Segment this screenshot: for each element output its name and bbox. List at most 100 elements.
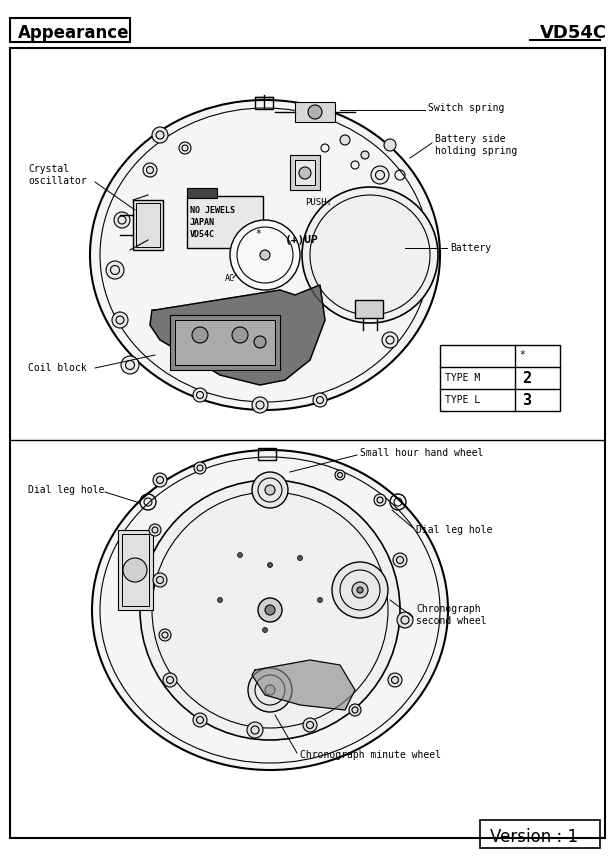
Circle shape xyxy=(193,713,207,727)
Circle shape xyxy=(252,397,268,413)
Circle shape xyxy=(258,598,282,622)
Circle shape xyxy=(230,220,300,290)
Text: 3: 3 xyxy=(522,393,531,407)
Bar xyxy=(295,160,315,185)
Text: AC: AC xyxy=(225,274,235,282)
Text: Crystal
oscillator: Crystal oscillator xyxy=(28,164,87,186)
Circle shape xyxy=(268,562,272,568)
Text: Appearance: Appearance xyxy=(18,24,130,42)
Bar xyxy=(255,97,273,109)
Circle shape xyxy=(302,187,438,323)
Bar xyxy=(118,530,153,610)
Circle shape xyxy=(299,167,311,179)
Circle shape xyxy=(393,553,407,567)
Circle shape xyxy=(153,573,167,587)
Circle shape xyxy=(112,312,128,328)
Circle shape xyxy=(260,250,270,260)
Bar xyxy=(136,203,160,247)
Circle shape xyxy=(397,612,413,628)
Bar xyxy=(10,18,130,42)
Text: Chronograph
second wheel: Chronograph second wheel xyxy=(416,604,486,626)
Circle shape xyxy=(384,139,396,151)
Bar xyxy=(133,200,163,250)
Circle shape xyxy=(254,336,266,348)
Text: TYPE M: TYPE M xyxy=(445,373,480,383)
Text: Dial leg hole: Dial leg hole xyxy=(416,525,493,535)
Text: NO JEWELS: NO JEWELS xyxy=(190,205,235,215)
Polygon shape xyxy=(150,285,325,385)
Text: *: * xyxy=(519,350,525,360)
Circle shape xyxy=(265,605,275,615)
Circle shape xyxy=(340,135,350,145)
Bar xyxy=(480,820,600,848)
Text: *: * xyxy=(255,229,261,239)
Text: VD54C: VD54C xyxy=(190,229,215,239)
Bar xyxy=(258,448,276,460)
Text: Battery side
holding spring: Battery side holding spring xyxy=(435,134,517,156)
Circle shape xyxy=(140,480,400,740)
Circle shape xyxy=(237,552,242,557)
Bar xyxy=(175,320,275,365)
Circle shape xyxy=(179,142,191,154)
Bar xyxy=(187,188,217,198)
Text: Chronograph minute wheel: Chronograph minute wheel xyxy=(300,750,441,760)
Circle shape xyxy=(303,718,317,732)
Circle shape xyxy=(247,722,263,738)
Circle shape xyxy=(218,597,223,603)
Bar xyxy=(170,315,280,370)
Circle shape xyxy=(388,673,402,687)
Circle shape xyxy=(149,524,161,536)
Text: Coil block: Coil block xyxy=(28,363,87,373)
Circle shape xyxy=(248,668,292,712)
Circle shape xyxy=(152,127,168,143)
Circle shape xyxy=(349,704,361,716)
Bar xyxy=(295,102,335,122)
Bar xyxy=(187,196,263,248)
Circle shape xyxy=(265,485,275,495)
Text: JAPAN: JAPAN xyxy=(190,217,215,227)
Circle shape xyxy=(143,163,157,177)
Circle shape xyxy=(357,587,363,593)
Circle shape xyxy=(265,685,275,695)
Bar xyxy=(122,534,149,606)
Circle shape xyxy=(159,629,171,641)
Circle shape xyxy=(123,558,147,582)
Circle shape xyxy=(298,556,303,561)
Text: TYPE L: TYPE L xyxy=(445,395,480,405)
Circle shape xyxy=(313,393,327,407)
Polygon shape xyxy=(252,660,355,710)
Circle shape xyxy=(121,356,139,374)
Circle shape xyxy=(263,627,268,633)
Circle shape xyxy=(371,166,389,184)
Circle shape xyxy=(114,212,130,228)
Circle shape xyxy=(361,151,369,159)
Ellipse shape xyxy=(90,100,440,410)
Circle shape xyxy=(392,267,408,283)
Text: Switch spring: Switch spring xyxy=(428,103,504,113)
Bar xyxy=(440,345,560,411)
Text: PUSH⇧: PUSH⇧ xyxy=(305,198,332,206)
Circle shape xyxy=(317,597,322,603)
Text: Dial leg hole: Dial leg hole xyxy=(28,485,105,495)
Text: Version : 1: Version : 1 xyxy=(490,828,578,846)
Circle shape xyxy=(193,388,207,402)
Text: Small hour hand wheel: Small hour hand wheel xyxy=(360,448,483,458)
Ellipse shape xyxy=(92,450,448,770)
Circle shape xyxy=(153,473,167,487)
Text: Battery: Battery xyxy=(450,243,491,253)
Circle shape xyxy=(163,673,177,687)
Circle shape xyxy=(106,261,124,279)
Circle shape xyxy=(335,470,345,480)
Circle shape xyxy=(192,327,208,343)
Circle shape xyxy=(352,582,368,598)
Bar xyxy=(355,300,383,318)
Text: (+)UP: (+)UP xyxy=(285,235,319,245)
Bar xyxy=(290,155,320,190)
Circle shape xyxy=(194,462,206,474)
Circle shape xyxy=(252,472,288,508)
Circle shape xyxy=(332,562,388,618)
Text: 2: 2 xyxy=(522,371,531,385)
Circle shape xyxy=(382,332,398,348)
Circle shape xyxy=(308,105,322,119)
Circle shape xyxy=(374,494,386,506)
